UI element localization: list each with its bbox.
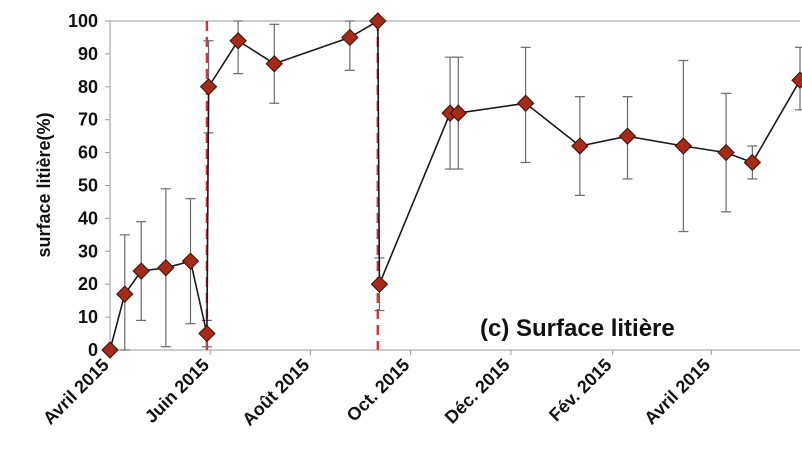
- x-tick-label: Juin 2015: [141, 355, 213, 427]
- data-point: [618, 127, 637, 145]
- data-point: [132, 262, 150, 280]
- data-point: [157, 259, 175, 277]
- y-tick-label: 30: [78, 241, 98, 261]
- x-tick-label: Déc. 2015: [441, 355, 514, 428]
- data-point: [791, 71, 802, 89]
- y-tick-label: 10: [78, 307, 98, 327]
- y-tick-label: 100: [68, 11, 98, 31]
- x-tick-label: Août 2015: [238, 355, 313, 430]
- data-point: [199, 78, 218, 96]
- x-axis-ticks: Avril 2015 Juin 2015 Août 2015 Oct. 2015 Déc…: [39, 350, 714, 430]
- y-axis-ticks: 0 10 20 30 40 50 60 70 80 90 100: [68, 11, 110, 360]
- y-tick-label: 50: [78, 176, 98, 196]
- y-tick-label: 40: [78, 208, 98, 228]
- data-point: [116, 285, 134, 303]
- data-point: [101, 341, 119, 359]
- series-line: [109, 19, 801, 351]
- x-tick-label: Fév. 2015: [545, 355, 616, 426]
- data-point: [717, 143, 735, 162]
- y-tick-label: 60: [78, 143, 98, 163]
- data-point: [571, 137, 589, 155]
- y-tick-label: 0: [88, 340, 98, 360]
- y-axis-title: surface litière(%): [34, 112, 54, 257]
- series-markers: [101, 12, 802, 359]
- data-point: [369, 12, 387, 30]
- data-point: [370, 275, 389, 293]
- data-point: [674, 137, 693, 155]
- y-tick-label: 90: [78, 44, 98, 64]
- error-bars: [119, 20, 802, 351]
- data-point: [265, 55, 283, 73]
- data-point: [198, 324, 216, 343]
- data-point: [516, 94, 535, 112]
- x-tick-label: Avril 2015: [640, 355, 714, 429]
- y-tick-label: 80: [78, 77, 98, 97]
- plot-frame: [109, 20, 800, 351]
- x-tick-label: Oct. 2015: [343, 355, 414, 426]
- y-tick-label: 20: [78, 274, 98, 294]
- data-point: [181, 252, 200, 270]
- data-point: [743, 153, 762, 172]
- y-tick-label: 70: [78, 110, 98, 130]
- data-point: [229, 32, 247, 50]
- x-tick-label: Avril 2015: [39, 355, 113, 429]
- panel-annotation: (c) Surface litière: [480, 315, 675, 342]
- data-point: [341, 28, 359, 47]
- data-point: [449, 104, 467, 122]
